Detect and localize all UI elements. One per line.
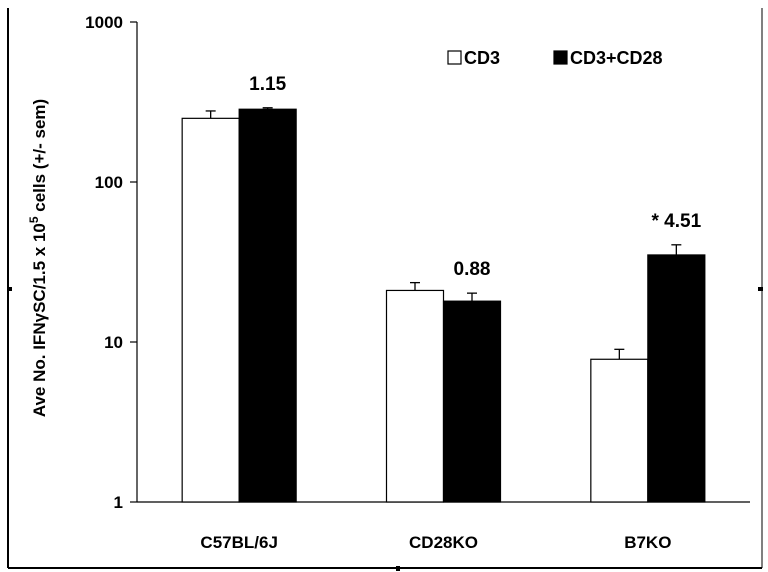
ratio-annotation: * 4.51	[652, 211, 702, 232]
ratio-annotation: 0.88	[454, 259, 491, 280]
bar-cd3	[590, 358, 649, 503]
y-tick-label: 1	[114, 493, 123, 512]
legend-swatch-cd3	[447, 50, 462, 65]
y-tick-label: 100	[95, 173, 123, 192]
bars	[181, 108, 706, 503]
bar-cd3	[181, 117, 240, 503]
error-bars	[205, 107, 682, 360]
x-category-labels: C57BL/6J CD28KO B7KO	[200, 533, 671, 552]
legend: CD3 CD3+CD28	[447, 48, 663, 68]
frame-mark-left	[7, 287, 12, 291]
legend-label-cd3: CD3	[464, 48, 500, 68]
ratio-annotation: 1.15	[249, 74, 286, 95]
bar-cd3-cd28	[238, 108, 297, 503]
frame-mark-right	[758, 287, 763, 291]
bar-cd3	[385, 289, 445, 503]
x-category-label: C57BL/6J	[200, 533, 277, 552]
annotations: 1.15 0.88 * 4.51	[249, 74, 701, 280]
y-tick-label: 10	[104, 333, 123, 352]
figure-frame	[7, 8, 763, 571]
bar-cd3-cd28	[442, 300, 502, 503]
bar-cd3-cd28	[647, 254, 706, 503]
legend-label-cd3-cd28: CD3+CD28	[570, 48, 663, 68]
y-axis-label: Ave No. IFNγSC/1.5 x 105 cells (+/- sem)	[27, 99, 49, 417]
y-ticks: 1 10 100 1000	[85, 13, 137, 512]
legend-swatch-cd3-cd28	[553, 50, 568, 65]
x-category-label: CD28KO	[409, 533, 478, 552]
x-category-label: B7KO	[624, 533, 671, 552]
frame-mark-bottom	[396, 566, 400, 571]
y-tick-label: 1000	[85, 13, 123, 32]
